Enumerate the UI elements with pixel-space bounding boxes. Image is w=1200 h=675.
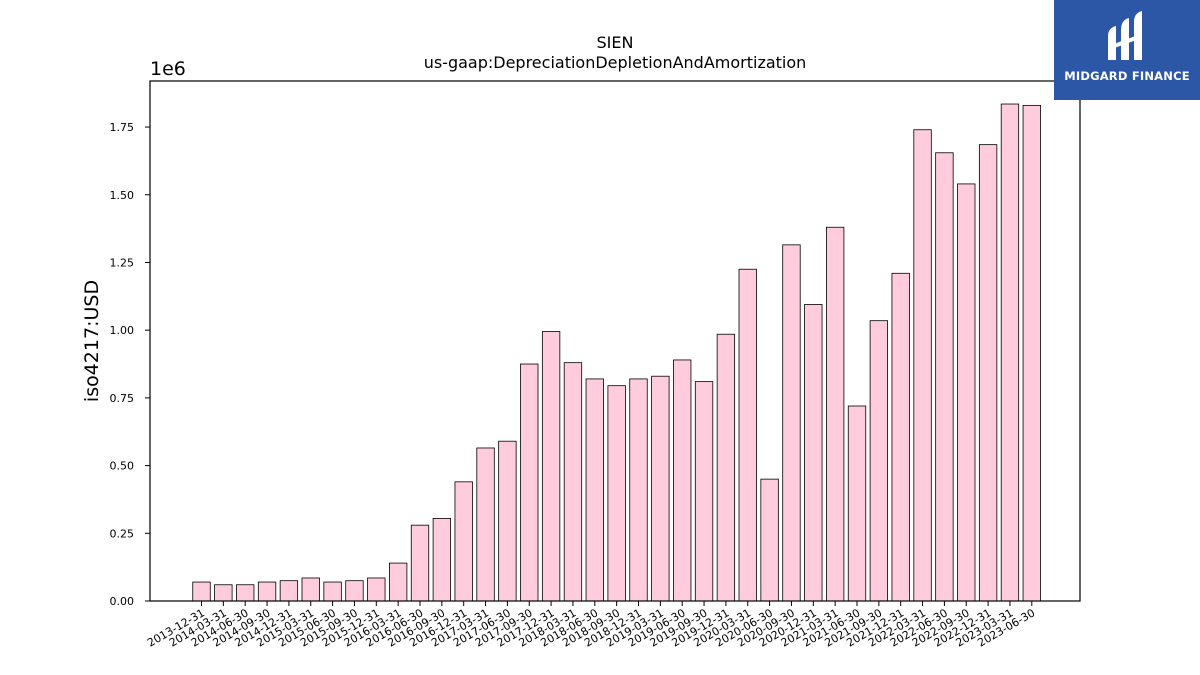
bar-2015-09-30 bbox=[345, 580, 364, 602]
bar-2016-09-30 bbox=[432, 518, 452, 602]
midgard-logo-icon bbox=[1108, 11, 1142, 60]
bar-2023-03-31 bbox=[1000, 103, 1020, 602]
bar-2022-06-30 bbox=[935, 152, 954, 602]
bar-2016-06-30 bbox=[410, 524, 430, 602]
bar-2015-12-31 bbox=[367, 577, 386, 602]
bar-2018-06-30 bbox=[585, 378, 604, 602]
brand-logo: MIDGARD FINANCE bbox=[1054, 0, 1200, 100]
bars-group bbox=[192, 103, 1041, 602]
bar-2014-12-31 bbox=[279, 580, 299, 602]
y-axis: 0.00 0.25 0.50 0.75 1.00 1.25 1.50 1.75 bbox=[110, 121, 150, 608]
bar-2017-06-30 bbox=[498, 440, 517, 602]
bar-2014-09-30 bbox=[257, 581, 277, 602]
bar-2023-06-30 bbox=[1022, 104, 1041, 602]
y-tick-label: 1.25 bbox=[110, 256, 135, 269]
chart-title: SIEN bbox=[597, 33, 634, 52]
bar-2021-09-30 bbox=[869, 320, 888, 602]
y-tick-label: 1.50 bbox=[110, 189, 135, 202]
bar-2019-03-31 bbox=[651, 375, 670, 602]
bar-2019-09-30 bbox=[694, 381, 714, 602]
bar-2021-06-30 bbox=[847, 405, 867, 602]
bar-2021-12-31 bbox=[891, 272, 910, 602]
bar-2018-03-31 bbox=[563, 362, 583, 602]
y-tick-label: 0.25 bbox=[110, 527, 135, 540]
bar-2020-06-30 bbox=[760, 478, 779, 602]
y-tick-label: 0.50 bbox=[110, 460, 135, 473]
bar-2019-06-30 bbox=[673, 359, 692, 602]
plot-frame bbox=[149, 80, 1081, 602]
bar-2017-09-30 bbox=[520, 363, 539, 602]
bar-2015-06-30 bbox=[323, 581, 342, 602]
brand-name: MIDGARD FINANCE bbox=[1064, 69, 1190, 83]
bar-2022-12-31 bbox=[978, 144, 998, 602]
y-offset-text: 1e6 bbox=[150, 58, 186, 80]
bar-2022-03-31 bbox=[913, 129, 932, 602]
bar-2016-12-31 bbox=[454, 481, 473, 602]
bar-2016-03-31 bbox=[388, 562, 408, 602]
y-tick-label: 1.75 bbox=[110, 121, 135, 134]
bar-2020-12-31 bbox=[804, 304, 823, 602]
y-tick-label: 1.00 bbox=[110, 324, 135, 337]
bar-2014-06-30 bbox=[236, 584, 255, 602]
x-axis: 2013-12-312014-03-312014-06-302014-09-30… bbox=[145, 601, 1037, 650]
bar-2020-09-30 bbox=[782, 244, 801, 602]
bar-2018-12-31 bbox=[629, 378, 648, 602]
bar-2015-03-31 bbox=[301, 577, 320, 602]
y-axis-label: iso4217:USD bbox=[81, 280, 103, 402]
bar-2014-03-31 bbox=[214, 584, 233, 602]
bar-2019-12-31 bbox=[716, 333, 736, 602]
bar-2020-03-31 bbox=[738, 268, 757, 602]
bar-2017-12-31 bbox=[541, 331, 561, 602]
y-tick-label: 0.00 bbox=[110, 595, 135, 608]
bar-2021-03-31 bbox=[826, 226, 845, 602]
bar-2013-12-31 bbox=[192, 581, 211, 602]
bar-2022-09-30 bbox=[957, 183, 976, 602]
bar-2018-09-30 bbox=[607, 385, 626, 602]
chart-subtitle: us-gaap:DepreciationDepletionAndAmortiza… bbox=[424, 53, 807, 72]
y-tick-label: 0.75 bbox=[110, 392, 135, 405]
bar-2017-03-31 bbox=[476, 447, 495, 602]
